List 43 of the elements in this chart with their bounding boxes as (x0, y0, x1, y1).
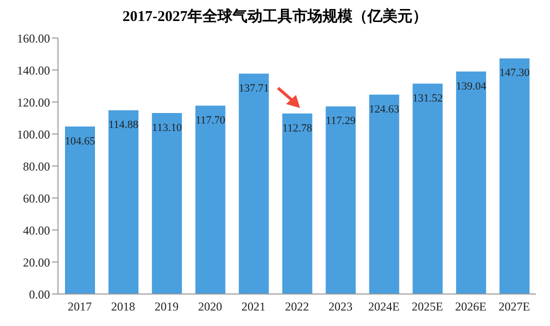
bar (195, 106, 226, 294)
data-label: 117.70 (195, 114, 226, 126)
y-tick-label: 60.00 (23, 191, 50, 206)
bar (108, 110, 138, 294)
chart-title: 2017-2027年全球气动工具市场规模（亿美元） (122, 8, 428, 27)
bar (152, 113, 182, 294)
x-tick-label: 2018 (111, 300, 136, 314)
y-tick-label: 160.00 (17, 31, 50, 46)
x-tick-label: 2024E (368, 300, 400, 314)
y-tick-label: 0.00 (29, 287, 50, 302)
x-tick-label: 2022 (285, 300, 309, 314)
x-tick-label: 2020 (198, 300, 222, 314)
bar (500, 58, 530, 294)
data-label: 124.63 (369, 103, 400, 116)
data-label: 147.30 (499, 67, 530, 80)
bar (412, 84, 443, 294)
x-tick-label: 2019 (154, 300, 179, 314)
y-tick-label: 120.00 (17, 95, 50, 110)
x-tick-label: 2021 (242, 300, 266, 314)
data-label: 112.78 (282, 122, 313, 134)
x-tick-label: 2017 (68, 300, 92, 314)
bar (282, 114, 312, 294)
y-tick-label: 80.00 (23, 159, 50, 174)
data-label: 131.52 (412, 92, 443, 104)
y-tick-label: 20.00 (23, 255, 50, 270)
bar (456, 72, 486, 294)
y-tick-label: 100.00 (17, 127, 50, 142)
bar (326, 106, 356, 294)
y-tick-label: 140.00 (17, 63, 50, 78)
data-label: 114.88 (108, 119, 139, 131)
x-tick-label: 2023 (328, 300, 352, 314)
data-label: 117.29 (326, 115, 356, 128)
bar (238, 74, 269, 294)
data-label: 137.71 (238, 82, 269, 94)
x-tick-label: 2026E (455, 300, 486, 314)
x-tick-label: 2025E (412, 300, 444, 314)
data-label: 139.04 (456, 80, 487, 92)
bar (369, 94, 400, 294)
data-label: 113.10 (152, 122, 182, 134)
bar (65, 126, 95, 294)
x-tick-label: 2027E (498, 300, 530, 314)
y-tick-label: 40.00 (23, 223, 50, 238)
data-label: 104.65 (64, 135, 96, 148)
